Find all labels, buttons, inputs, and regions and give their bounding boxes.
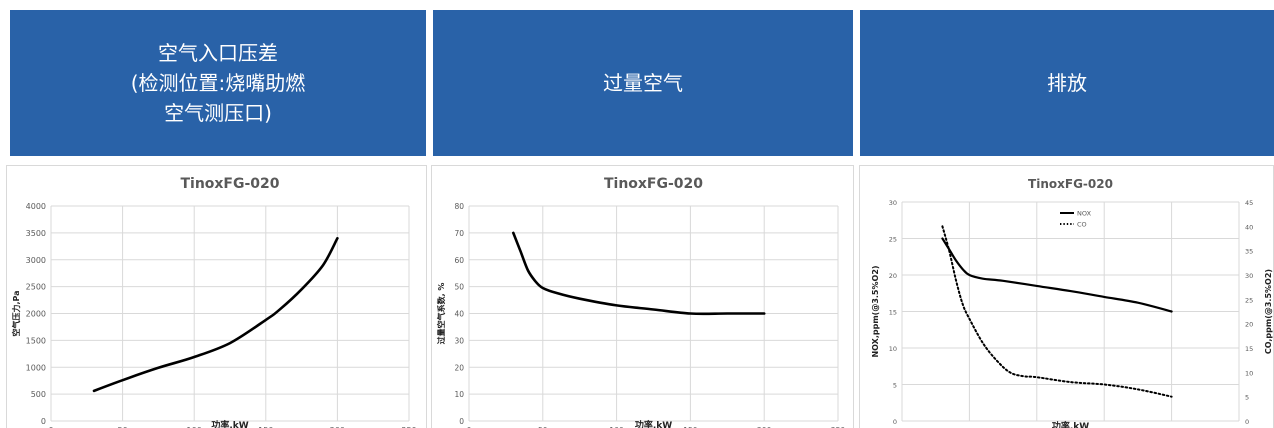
y-tick-label: 70 — [454, 229, 464, 238]
series-line-0 — [511, 231, 766, 316]
chart-title: TinoxFG-020 — [180, 176, 279, 192]
header-line: 过量空气 — [603, 71, 683, 95]
x-tick-label: 250 — [401, 426, 416, 428]
y-tick-label: 40 — [454, 310, 464, 319]
header-lines: 空气入口压差 (检测位置:烧嘴助燃 空气测压口) — [131, 38, 306, 128]
x-tick-label: 50 — [118, 426, 128, 428]
y2-tick-label: 30 — [1245, 272, 1253, 280]
chart-panel-emissions: TinoxFG-020 0 5 10 15 20 25 30 0 5 10 15 20 25 30 35 40 4… — [859, 165, 1274, 428]
x-tick-label: 100 — [609, 426, 624, 428]
y-axis-label: NOX,ppm(@3.5%O2) — [871, 265, 880, 357]
header-line: 空气入口压差 — [157, 41, 278, 65]
x-tick-label: 50 — [538, 426, 548, 428]
x-tick-label: 200 — [757, 426, 772, 428]
y-axis-label: 过量空气系数, % — [436, 283, 446, 345]
legend-label: CO — [1077, 221, 1087, 229]
y-tick-label: 50 — [454, 283, 464, 292]
y-tick-label: 15 — [889, 309, 897, 317]
chart-panel-air-pressure: TinoxFG-020 0 500 1000 1500 2000 2500 3000 3500 4… — [6, 165, 427, 428]
y-tick-label: 0 — [459, 417, 464, 426]
chart-title: TinoxFG-020 — [1028, 177, 1113, 191]
y2-tick-label: 35 — [1245, 248, 1253, 256]
y2-tick-label: 5 — [1245, 394, 1249, 402]
x-tick-label: 250 — [831, 426, 846, 428]
legend-label: NOX — [1077, 210, 1092, 218]
y-tick-label: 2500 — [26, 283, 46, 292]
chart-emissions: TinoxFG-020 0 5 10 15 20 25 30 0 5 10 15 20 25 30 35 40 4… — [871, 177, 1273, 428]
y-tick-label: 30 — [889, 199, 897, 207]
y-tick-label: 10 — [889, 345, 897, 353]
x-axis-label: 功率,kW — [1052, 420, 1089, 428]
y-tick-label: 3000 — [26, 256, 46, 265]
chart-title: TinoxFG-020 — [604, 176, 703, 192]
y-tick-label: 1500 — [26, 336, 46, 345]
header-emissions: 排放 — [860, 10, 1274, 156]
y2-tick-label: 15 — [1245, 345, 1253, 353]
y-tick-label: 80 — [454, 202, 464, 211]
series-line-co — [941, 225, 1173, 398]
x-tick-label: 0 — [467, 426, 472, 428]
header-line: 排放 — [1047, 71, 1087, 95]
y-tick-label: 1000 — [26, 363, 46, 372]
y-tick-label: 20 — [454, 363, 464, 372]
y-tick-label: 2000 — [26, 310, 46, 319]
header-line: (检测位置:烧嘴助燃 — [130, 71, 306, 95]
y2-tick-label: 10 — [1245, 369, 1253, 377]
x-tick-label: 150 — [258, 426, 273, 428]
header-air-pressure: 空气入口压差 (检测位置:烧嘴助燃 空气测压口) — [10, 10, 426, 156]
x-axis-label: 功率,kW — [211, 419, 248, 428]
y2-tick-label: 20 — [1245, 321, 1253, 329]
y2-tick-label: 40 — [1245, 223, 1253, 231]
y-tick-label: 0 — [41, 417, 46, 426]
y-tick-label: 25 — [889, 236, 897, 244]
header-excess-air: 过量空气 — [433, 10, 853, 156]
series-line-0 — [92, 237, 339, 393]
y-tick-label: 0 — [893, 418, 897, 426]
x-tick-label: 0 — [48, 426, 53, 428]
x-tick-label: 200 — [330, 426, 345, 428]
series-line-nox — [941, 237, 1173, 313]
header-line: 空气测压口) — [164, 101, 272, 125]
chart-air-pressure: TinoxFG-02005001000150020002500300035004… — [11, 176, 417, 428]
y2-tick-label: 0 — [1245, 418, 1249, 426]
chart-panel-excess-air: TinoxFG-020 0 10 20 30 40 50 60 70 80 0 50 100 150 200… — [431, 165, 854, 428]
y2-tick-label: 45 — [1245, 199, 1253, 207]
y-axis-label: 空气压力,Pa — [11, 290, 21, 336]
y-tick-label: 30 — [454, 336, 464, 345]
y-tick-label: 10 — [454, 390, 464, 399]
x-axis-label: 功率,kW — [635, 419, 672, 428]
y-tick-label: 5 — [893, 382, 897, 390]
y-tick-label: 60 — [454, 256, 464, 265]
chart-excess-air: TinoxFG-020 0 10 20 30 40 50 60 70 80 0 50 100 150 200… — [436, 176, 846, 428]
x-tick-label: 100 — [187, 426, 202, 428]
y2-axis-label: CO,ppm(@3.5%O2) — [1264, 269, 1273, 354]
y2-tick-label: 25 — [1245, 296, 1253, 304]
y-tick-label: 20 — [889, 272, 897, 280]
y-tick-label: 500 — [31, 390, 46, 399]
x-tick-label: 150 — [683, 426, 698, 428]
y-tick-label: 3500 — [26, 229, 46, 238]
y-tick-label: 4000 — [26, 202, 46, 211]
